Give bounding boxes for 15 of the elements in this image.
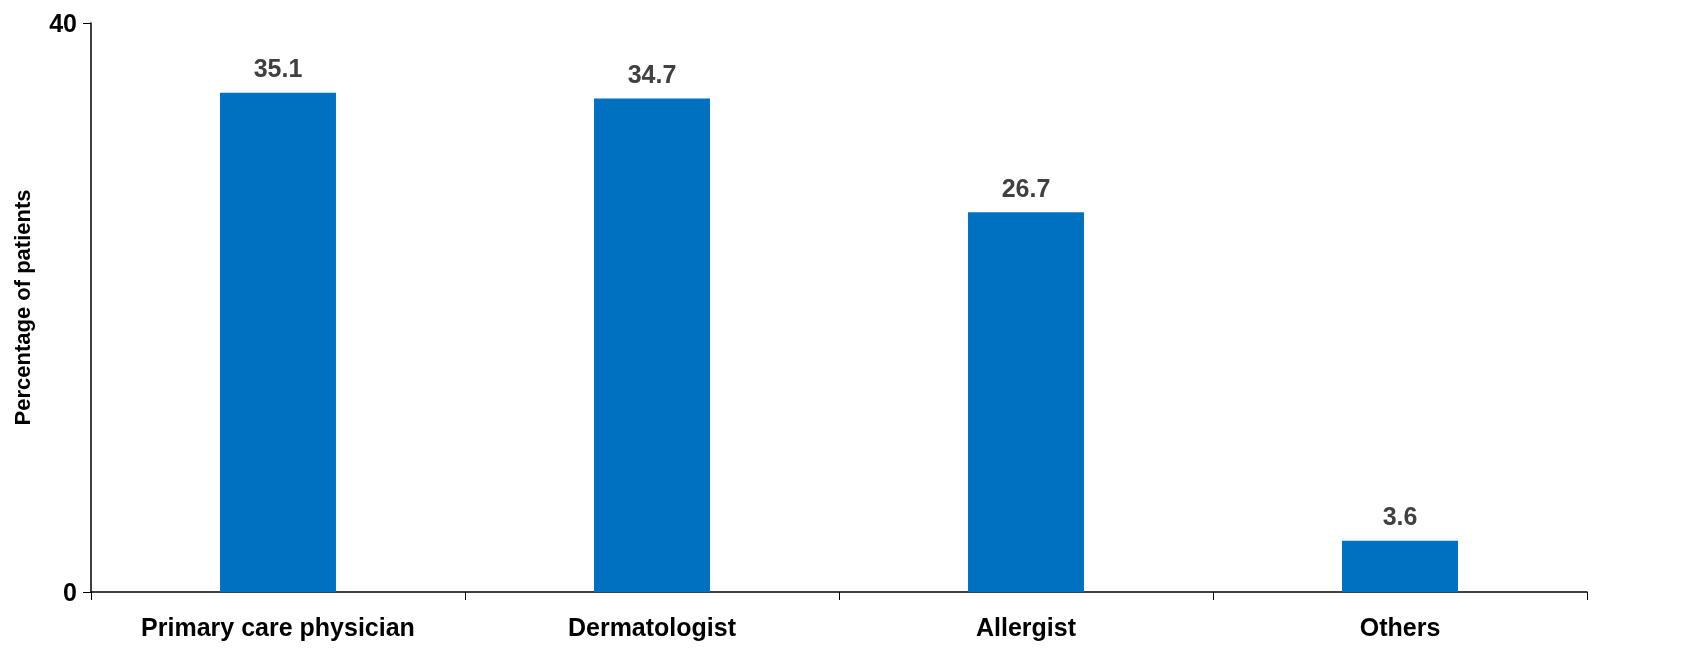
x-tick-label: Allergist	[975, 612, 1077, 641]
bar	[220, 92, 336, 592]
data-label: 35.1	[253, 54, 303, 83]
y-tick-label: 40	[49, 9, 77, 37]
bar	[968, 212, 1084, 592]
bar	[594, 98, 710, 592]
data-label: 34.7	[627, 59, 677, 88]
x-tick-label: Primary care physician	[141, 612, 415, 641]
x-tick-label: Others	[1359, 612, 1441, 641]
y-tick-label: 0	[63, 578, 77, 606]
x-tick-label: Dermatologist	[567, 612, 737, 641]
data-label: 3.6	[1382, 502, 1418, 531]
y-axis-title: Percentage of patients	[9, 189, 35, 426]
data-label: 26.7	[1001, 173, 1051, 202]
bar	[1342, 540, 1458, 592]
